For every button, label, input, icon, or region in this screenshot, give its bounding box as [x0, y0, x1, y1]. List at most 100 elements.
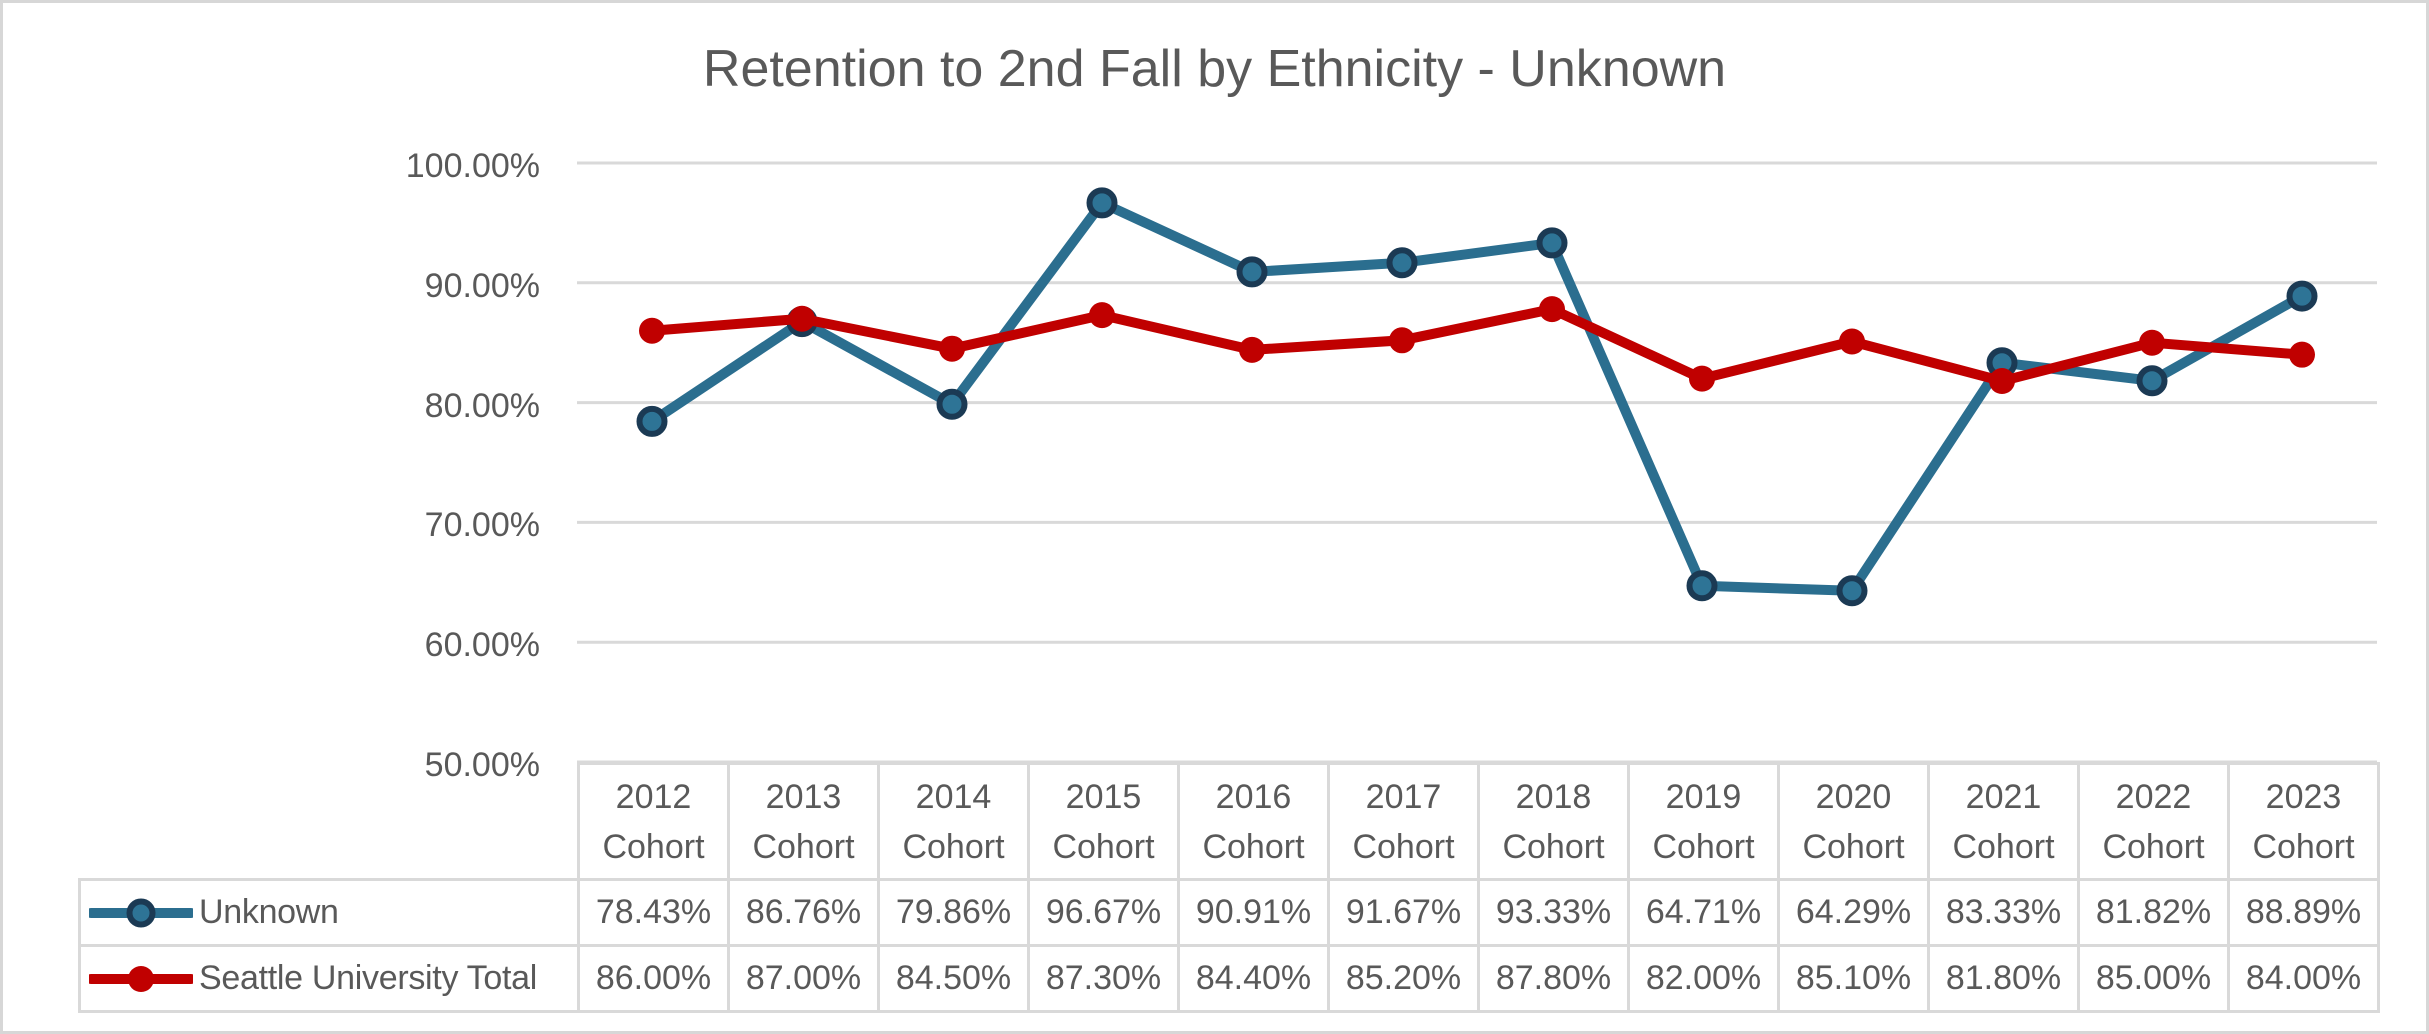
- table-header-cell: 2016 Cohort: [1177, 762, 1330, 881]
- table-value-cell: 90.91%: [1177, 878, 1330, 947]
- table-value-cell: 91.67%: [1327, 878, 1480, 947]
- series-marker: [1689, 365, 1715, 392]
- plot-area: [577, 161, 2377, 764]
- table-value-cell: 79.86%: [877, 878, 1030, 947]
- legend-key-icon: [89, 965, 193, 992]
- table-header-cell: 2018 Cohort: [1477, 762, 1630, 881]
- table-value-cell: 78.43%: [577, 878, 730, 947]
- table-header-cell: 2013 Cohort: [727, 762, 880, 881]
- table-value-cell: 96.67%: [1027, 878, 1180, 947]
- series-line-unknown: [647, 197, 2307, 596]
- table-value-cell: 87.30%: [1027, 944, 1180, 1013]
- table-header-cell: 2017 Cohort: [1327, 762, 1480, 881]
- header-cohort-word: Cohort: [1202, 827, 1305, 866]
- header-year: 2015: [1065, 777, 1142, 816]
- table-header-cell: 2020 Cohort: [1777, 762, 1930, 881]
- table-row: Seattle University Total 86.00% 87.00% 84.5…: [78, 944, 2380, 1013]
- header-cohort-word: Cohort: [1352, 827, 1455, 866]
- table-header-cell: 2023 Cohort: [2227, 762, 2380, 881]
- chart-title: Retention to 2nd Fall by Ethnicity - Unk…: [702, 40, 1727, 98]
- y-axis-tick-label: 70.00%: [424, 506, 540, 545]
- y-axis-tick-label: 60.00%: [424, 626, 540, 665]
- header-cohort-word: Cohort: [602, 827, 705, 866]
- header-year: 2019: [1665, 777, 1742, 816]
- legend-label: Unknown: [199, 893, 339, 931]
- header-year: 2018: [1515, 777, 1592, 816]
- table-value-cell: 64.71%: [1627, 878, 1780, 947]
- table-value-cell: 86.00%: [577, 944, 730, 1013]
- table-header-cell: 2019 Cohort: [1627, 762, 1780, 881]
- legend-item-seattle-university-total: Seattle University Total: [78, 944, 580, 1013]
- header-cohort-word: Cohort: [1802, 827, 1905, 866]
- table-value-cell: 85.10%: [1777, 944, 1930, 1013]
- series-marker: [1236, 256, 1268, 288]
- series-marker: [2139, 329, 2165, 356]
- table-value-cell: 86.76%: [727, 878, 880, 947]
- series-marker: [1686, 570, 1718, 602]
- y-axis: 100.00% 90.00% 80.00% 70.00% 60.00% 50.00%: [3, 3, 540, 1031]
- table-header-cell: 2012 Cohort: [577, 762, 730, 881]
- series-marker: [1386, 247, 1418, 279]
- data-table: 2012 Cohort 2013 Cohort 2014 Cohort 2015 Cohort…: [78, 762, 2380, 1013]
- series-marker: [639, 317, 665, 344]
- legend-label: Seattle University Total: [199, 959, 537, 997]
- header-year: 2016: [1215, 777, 1292, 816]
- header-cohort-word: Cohort: [1502, 827, 1605, 866]
- y-axis-tick-label: 50.00%: [424, 746, 540, 784]
- series-marker: [2289, 341, 2315, 368]
- header-year: 2013: [765, 777, 842, 816]
- header-year: 2017: [1365, 777, 1442, 816]
- header-cohort-word: Cohort: [2252, 827, 2355, 866]
- header-year: 2020: [1815, 777, 1892, 816]
- table-value-cell: 81.80%: [1927, 944, 2080, 1013]
- table-header-cell: 2015 Cohort: [1027, 762, 1180, 881]
- table-value-cell: 84.00%: [2227, 944, 2380, 1013]
- table-value-cell: 87.00%: [727, 944, 880, 1013]
- header-year: 2012: [615, 777, 692, 816]
- series-marker: [636, 405, 668, 437]
- header-cohort-word: Cohort: [752, 827, 855, 866]
- series-marker: [1536, 227, 1568, 259]
- series-marker: [1089, 302, 1115, 329]
- legend-key-icon: [89, 898, 193, 927]
- series-marker: [1839, 328, 1865, 355]
- legend-item-unknown: Unknown: [78, 878, 580, 947]
- header-cohort-word: Cohort: [1052, 827, 1155, 866]
- table-value-cell: 84.50%: [877, 944, 1030, 1013]
- header-year: 2014: [915, 777, 992, 816]
- series-marker: [1836, 575, 1868, 607]
- header-year: 2023: [2265, 777, 2342, 816]
- table-value-cell: 88.89%: [2227, 878, 2380, 947]
- table-row: Unknown 78.43% 86.76% 79.86% 96.67% 90.91% 91.…: [78, 878, 2380, 947]
- series-marker: [2136, 365, 2168, 397]
- table-value-cell: 85.20%: [1327, 944, 1480, 1013]
- table-value-cell: 85.00%: [2077, 944, 2230, 1013]
- series-marker: [789, 305, 815, 332]
- table-value-cell: 84.40%: [1177, 944, 1330, 1013]
- y-axis-tick-label: 100.00%: [405, 147, 540, 185]
- series-marker: [1539, 296, 1565, 323]
- series-marker: [1389, 327, 1415, 354]
- table-value-cell: 87.80%: [1477, 944, 1630, 1013]
- table-header-cell: 2021 Cohort: [1927, 762, 2080, 881]
- header-cohort-word: Cohort: [1652, 827, 1755, 866]
- table-value-cell: 82.00%: [1627, 944, 1780, 1013]
- series-marker: [936, 388, 968, 420]
- series-line-seattle-university-total: [647, 304, 2307, 387]
- header-year: 2021: [1965, 777, 2042, 816]
- table-value-cell: 93.33%: [1477, 878, 1630, 947]
- series-marker: [939, 335, 965, 362]
- series-marker: [2286, 280, 2318, 312]
- table-value-cell: 81.82%: [2077, 878, 2230, 947]
- y-axis-tick-label: 80.00%: [424, 386, 540, 425]
- series-marker: [1239, 336, 1265, 363]
- series-marker: [1086, 187, 1118, 219]
- table-header-cell: 2014 Cohort: [877, 762, 1030, 881]
- header-cohort-word: Cohort: [2102, 827, 2205, 866]
- header-cohort-word: Cohort: [902, 827, 1005, 866]
- table-value-cell: 64.29%: [1777, 878, 1930, 947]
- series-marker: [1989, 368, 2015, 395]
- header-cohort-word: Cohort: [1952, 827, 2055, 866]
- header-year: 2022: [2115, 777, 2192, 816]
